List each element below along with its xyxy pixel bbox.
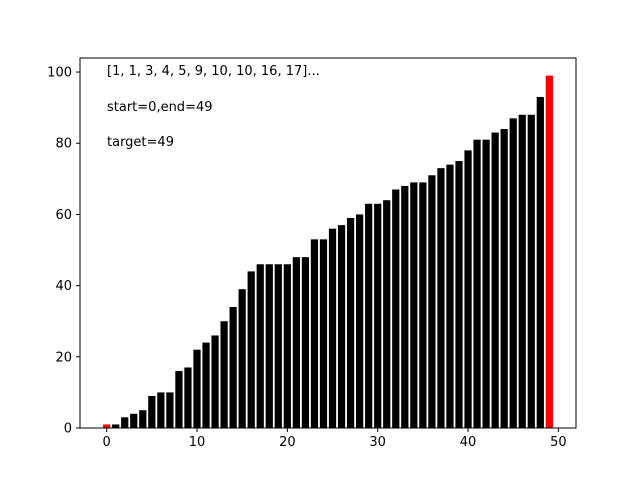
bar <box>527 114 535 428</box>
annotation-target: target=49 <box>107 135 174 150</box>
bar <box>301 257 310 428</box>
bar <box>401 185 409 428</box>
bar <box>428 175 436 428</box>
bar <box>139 410 147 428</box>
bar <box>446 164 454 429</box>
bar <box>383 200 391 428</box>
bar <box>130 413 138 428</box>
bar <box>193 349 201 428</box>
bar <box>238 289 246 428</box>
bar <box>536 96 544 429</box>
bar <box>328 228 337 428</box>
bar <box>464 150 472 428</box>
bar <box>292 257 300 428</box>
y-axis-ticks: 0 20 40 60 80 100 <box>47 66 80 437</box>
bar <box>166 392 174 428</box>
bar <box>265 264 273 428</box>
bar <box>283 264 291 428</box>
bar <box>229 306 237 428</box>
bar <box>112 424 120 428</box>
bar <box>437 168 445 428</box>
y-tick-label: 100 <box>47 66 72 81</box>
bar <box>319 239 328 428</box>
x-tick-label: 0 <box>103 435 111 450</box>
bar <box>310 239 319 428</box>
bar <box>356 214 364 428</box>
bar <box>419 182 427 428</box>
bar <box>157 392 165 428</box>
bar <box>509 118 517 428</box>
bar <box>482 139 490 429</box>
y-tick-label: 0 <box>64 422 72 437</box>
bar <box>365 203 373 428</box>
bar <box>247 271 255 428</box>
x-tick-label: 50 <box>550 435 567 450</box>
bar <box>455 161 463 428</box>
annotation-array-preview: [1, 1, 3, 4, 5, 9, 10, 10, 16, 17]... <box>107 64 320 79</box>
x-tick-label: 10 <box>189 435 206 450</box>
y-tick-label: 80 <box>55 137 72 152</box>
bar <box>256 264 264 428</box>
bar <box>337 225 346 428</box>
bar <box>518 114 526 428</box>
bar <box>148 395 156 428</box>
x-tick-label: 40 <box>460 435 477 450</box>
y-tick-label: 60 <box>55 208 72 223</box>
bar <box>374 203 382 428</box>
bar <box>202 342 210 428</box>
bar <box>211 335 219 428</box>
y-tick-label: 40 <box>55 279 72 294</box>
x-axis-ticks: 0 10 20 30 40 50 <box>103 428 567 450</box>
bar-highlighted <box>103 424 111 428</box>
bar <box>410 182 418 428</box>
x-tick-label: 30 <box>369 435 386 450</box>
bar <box>274 264 282 428</box>
plot-frame <box>79 57 577 429</box>
y-tick-label: 20 <box>55 350 72 365</box>
bar <box>175 371 183 428</box>
bar <box>473 139 481 429</box>
bar <box>220 321 228 428</box>
bars-group <box>103 75 553 429</box>
bar <box>491 132 499 428</box>
bar <box>184 367 192 428</box>
bar <box>346 217 355 428</box>
bar-highlighted <box>545 75 553 428</box>
x-tick-label: 20 <box>279 435 296 450</box>
bar <box>392 189 400 428</box>
bar <box>500 129 508 428</box>
annotation-start-end: start=0,end=49 <box>107 100 213 115</box>
bar <box>121 417 129 428</box>
